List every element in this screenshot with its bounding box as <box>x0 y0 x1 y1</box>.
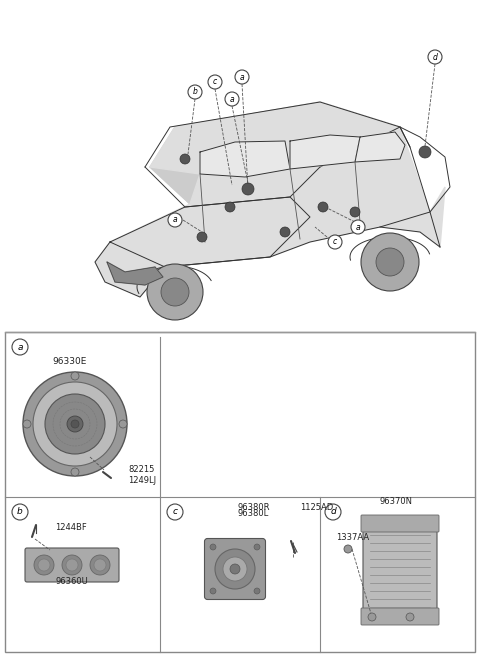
Circle shape <box>215 549 255 589</box>
Circle shape <box>188 85 202 99</box>
Text: 96330E: 96330E <box>53 357 87 367</box>
FancyBboxPatch shape <box>361 515 439 532</box>
Polygon shape <box>355 132 405 162</box>
Circle shape <box>66 559 78 571</box>
FancyBboxPatch shape <box>363 527 437 616</box>
Circle shape <box>428 50 442 64</box>
Circle shape <box>225 202 235 212</box>
Text: a: a <box>230 95 234 104</box>
Text: 1244BF: 1244BF <box>55 522 87 532</box>
Text: 96380L: 96380L <box>237 509 268 518</box>
Circle shape <box>328 235 342 249</box>
Circle shape <box>38 559 50 571</box>
Text: a: a <box>356 223 360 231</box>
Text: a: a <box>17 342 23 351</box>
Circle shape <box>62 555 82 575</box>
FancyBboxPatch shape <box>361 608 439 625</box>
Text: 96360U: 96360U <box>55 578 88 587</box>
Circle shape <box>225 92 239 106</box>
Circle shape <box>351 220 365 234</box>
Text: 1337AA: 1337AA <box>336 533 369 541</box>
Text: b: b <box>17 507 23 516</box>
Circle shape <box>168 213 182 227</box>
Circle shape <box>242 183 254 195</box>
Circle shape <box>23 372 127 476</box>
Text: d: d <box>432 53 437 62</box>
Text: b: b <box>192 87 197 97</box>
Polygon shape <box>107 262 163 285</box>
Text: c: c <box>172 507 178 516</box>
Circle shape <box>325 504 341 520</box>
Circle shape <box>167 504 183 520</box>
Circle shape <box>208 75 222 89</box>
Circle shape <box>147 264 203 320</box>
Polygon shape <box>150 141 320 204</box>
Circle shape <box>180 154 190 164</box>
Circle shape <box>230 564 240 574</box>
Circle shape <box>344 545 352 553</box>
Polygon shape <box>200 141 290 177</box>
Text: 1125AD: 1125AD <box>300 503 333 512</box>
Circle shape <box>45 394 105 454</box>
Bar <box>5 332 475 652</box>
FancyBboxPatch shape <box>204 539 265 599</box>
Circle shape <box>223 557 247 581</box>
Circle shape <box>419 146 431 158</box>
Circle shape <box>254 544 260 550</box>
Circle shape <box>67 416 83 432</box>
Circle shape <box>376 248 404 276</box>
Circle shape <box>33 382 117 466</box>
Circle shape <box>197 232 207 242</box>
Bar <box>0 0 480 332</box>
Polygon shape <box>290 135 360 169</box>
Text: 82215
1249LJ: 82215 1249LJ <box>128 465 156 485</box>
Polygon shape <box>150 102 405 204</box>
Polygon shape <box>95 102 445 297</box>
Circle shape <box>71 420 79 428</box>
Circle shape <box>280 227 290 237</box>
Circle shape <box>12 504 28 520</box>
Text: c: c <box>213 78 217 87</box>
Text: 96370N: 96370N <box>380 497 413 507</box>
Circle shape <box>361 233 419 291</box>
Circle shape <box>350 207 360 217</box>
Circle shape <box>71 468 79 476</box>
Text: 96380R: 96380R <box>237 503 269 512</box>
Circle shape <box>90 555 110 575</box>
Text: a: a <box>173 215 177 225</box>
Circle shape <box>12 339 28 355</box>
Text: a: a <box>240 72 244 81</box>
FancyBboxPatch shape <box>25 548 119 582</box>
Circle shape <box>71 372 79 380</box>
Circle shape <box>34 555 54 575</box>
Text: d: d <box>330 507 336 516</box>
Circle shape <box>235 70 249 84</box>
Bar <box>0 332 480 657</box>
Circle shape <box>406 613 414 621</box>
Circle shape <box>318 202 328 212</box>
Circle shape <box>210 588 216 594</box>
Circle shape <box>368 613 376 621</box>
Circle shape <box>254 588 260 594</box>
Circle shape <box>161 278 189 306</box>
Text: c: c <box>333 237 337 246</box>
Circle shape <box>94 559 106 571</box>
Circle shape <box>210 544 216 550</box>
Circle shape <box>119 420 127 428</box>
Circle shape <box>23 420 31 428</box>
